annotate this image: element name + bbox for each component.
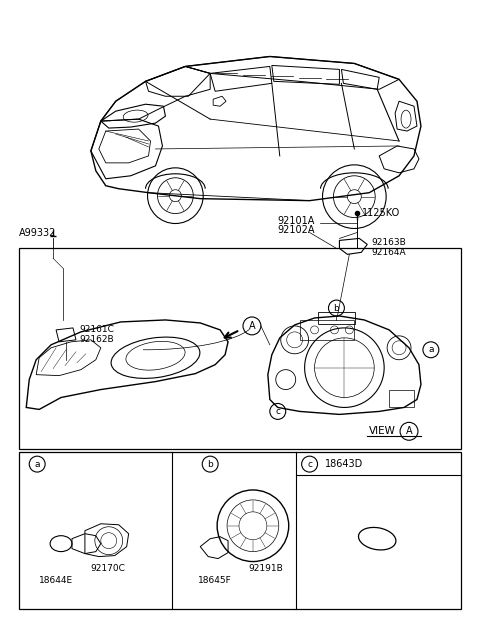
- Text: c: c: [307, 460, 312, 469]
- Text: 92161C: 92161C: [79, 325, 114, 334]
- Text: c: c: [276, 407, 280, 416]
- Text: A: A: [406, 426, 412, 436]
- Bar: [19, 452, 461, 609]
- Text: VIEW: VIEW: [369, 426, 396, 436]
- Bar: [389, 389, 414, 407]
- Text: 92170C: 92170C: [91, 564, 126, 573]
- Text: 18644E: 18644E: [39, 576, 73, 585]
- Bar: [318, 312, 355, 324]
- Text: A: A: [249, 321, 255, 331]
- Bar: [300, 320, 354, 340]
- Text: 92163B: 92163B: [371, 238, 406, 247]
- Text: 92162B: 92162B: [79, 335, 114, 344]
- Text: 92101A: 92101A: [278, 215, 315, 225]
- Text: 92102A: 92102A: [278, 225, 315, 235]
- Text: 92164A: 92164A: [371, 248, 406, 257]
- Text: a: a: [35, 460, 40, 469]
- Text: b: b: [334, 303, 339, 313]
- Text: 1125KO: 1125KO: [362, 208, 400, 218]
- Text: a: a: [428, 345, 433, 354]
- Text: 18645F: 18645F: [198, 576, 232, 585]
- Text: A99332: A99332: [19, 228, 57, 238]
- Bar: [19, 248, 461, 449]
- Text: 18643D: 18643D: [324, 459, 363, 469]
- Text: 92191B: 92191B: [248, 564, 283, 573]
- Text: b: b: [207, 460, 213, 469]
